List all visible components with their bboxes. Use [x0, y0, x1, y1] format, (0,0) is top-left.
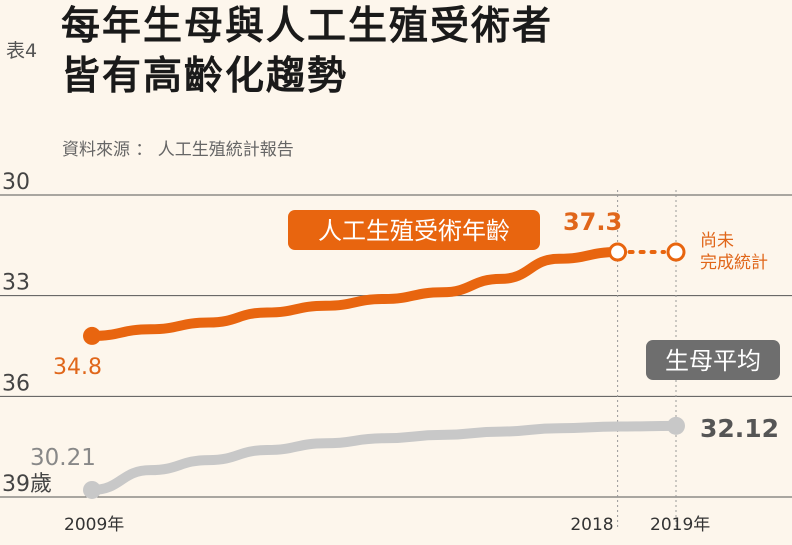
source-note: 資料來源 ： 人工生殖統計報告 [62, 140, 294, 160]
legend-badge-art [288, 210, 540, 250]
y-tick-label: 30 [2, 170, 30, 195]
data-label-mothers-start: 30.21 [30, 445, 96, 471]
legend-badge-mothers [646, 340, 780, 380]
title-line-1: 每年生母與人工生殖受術者 [61, 4, 554, 49]
data-point-art-2019-pending [666, 242, 686, 262]
legend-label-mothers: 生母平均 [665, 347, 761, 375]
pending-note-line-2: 完成統計 [700, 253, 768, 273]
data-point-mothers-start [83, 480, 101, 499]
data-label-art-start: 34.8 [53, 355, 102, 380]
legend-label-art: 人工生殖受術年齡 [318, 217, 510, 245]
data-point-art-start [83, 326, 101, 345]
data-label-art-end: 37.3 [563, 208, 622, 236]
y-tick-label: 33 [2, 271, 30, 296]
data-point-mothers-end [667, 416, 685, 435]
series-line-mothers [87, 420, 681, 495]
y-tick-label: 39歲 [2, 472, 52, 497]
x-axis-ticks: 2009年 2018 2019年 [64, 515, 710, 535]
title-line-2: 皆有高齡化趨勢 [61, 54, 349, 99]
table-number: 表4 [6, 40, 38, 62]
pending-note-line-1: 尚未 [700, 231, 734, 251]
x-tick-label: 2019年 [650, 515, 710, 535]
x-tick-label: 2009年 [64, 515, 124, 535]
x-tick-label: 2018 [570, 515, 613, 535]
y-tick-label: 36 [2, 371, 30, 396]
data-point-art-2018 [608, 242, 628, 262]
series-line-art [87, 247, 623, 341]
y-axis-ticks: 39歲 36 33 30 [2, 170, 52, 497]
chart-title: 每年生母與人工生殖受術者 皆有高齡化趨勢 [61, 2, 553, 102]
data-label-mothers-end: 32.12 [700, 414, 779, 443]
series-group [83, 242, 686, 499]
